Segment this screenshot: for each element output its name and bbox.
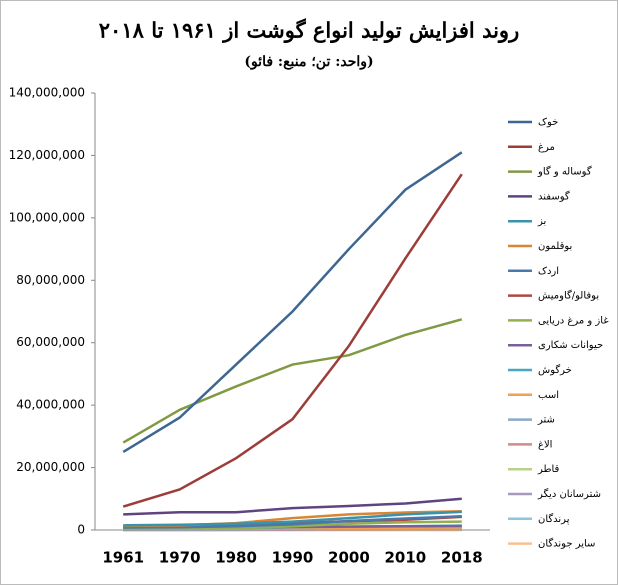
series-line: [122, 151, 463, 454]
series-line: [123, 497, 462, 516]
y-tick-label: 0: [77, 523, 85, 537]
legend-label: شتر: [537, 415, 555, 426]
x-tick-label: 2010: [384, 549, 426, 567]
legend-label: گوساله و گاو: [537, 166, 592, 178]
legend-label: غاز و مرغ دریایی: [538, 315, 609, 326]
y-tick-label: 60,000,000: [16, 335, 85, 349]
legend-label: بوفالو/گاومیش: [538, 290, 599, 302]
series-line: [122, 318, 463, 444]
legend-label: بز: [537, 216, 546, 227]
x-tick-label: 2000: [328, 549, 370, 567]
chart-title: روند افزایش تولید انواع گوشت از ۱۹۶۱ تا …: [99, 18, 519, 44]
legend-label: بوقلمون: [538, 241, 572, 252]
legend-label: گوسفند: [538, 190, 570, 202]
series-line: [123, 515, 462, 529]
y-tick-label: 40,000,000: [16, 398, 85, 412]
legend-label: پرندگان: [538, 513, 570, 525]
series-line: [123, 520, 462, 531]
legend-label: قاطر: [537, 464, 560, 475]
legend-label: اردک: [538, 266, 559, 277]
x-tick-label: 1990: [272, 549, 314, 567]
legend-label: الاغ: [538, 439, 552, 450]
y-tick-label: 100,000,000: [9, 210, 85, 224]
chart-subtitle: (واحد: تن؛ منبع: فائو): [244, 54, 373, 70]
series-line: [122, 173, 463, 508]
series-line: [123, 510, 462, 527]
x-tick-label: 1980: [215, 549, 257, 567]
legend-label: شترسانان دیگر: [537, 488, 601, 500]
legend-label: حیوانات شکاری: [538, 340, 603, 351]
y-tick-label: 20,000,000: [16, 460, 85, 474]
y-tick-label: 120,000,000: [9, 148, 85, 162]
x-tick-label: 2018: [441, 549, 483, 567]
legend-label: اسب: [538, 390, 559, 401]
legend-label: خرگوش: [538, 364, 572, 376]
legend-label: مرغ: [538, 142, 555, 153]
x-tick-label: 1970: [159, 549, 201, 567]
legend-label: سایر جوندگان: [538, 538, 595, 550]
y-tick-label: 80,000,000: [16, 273, 85, 287]
x-tick-label: 1961: [102, 549, 144, 567]
y-tick-label: 140,000,000: [9, 86, 85, 100]
legend-label: خوک: [538, 117, 558, 128]
